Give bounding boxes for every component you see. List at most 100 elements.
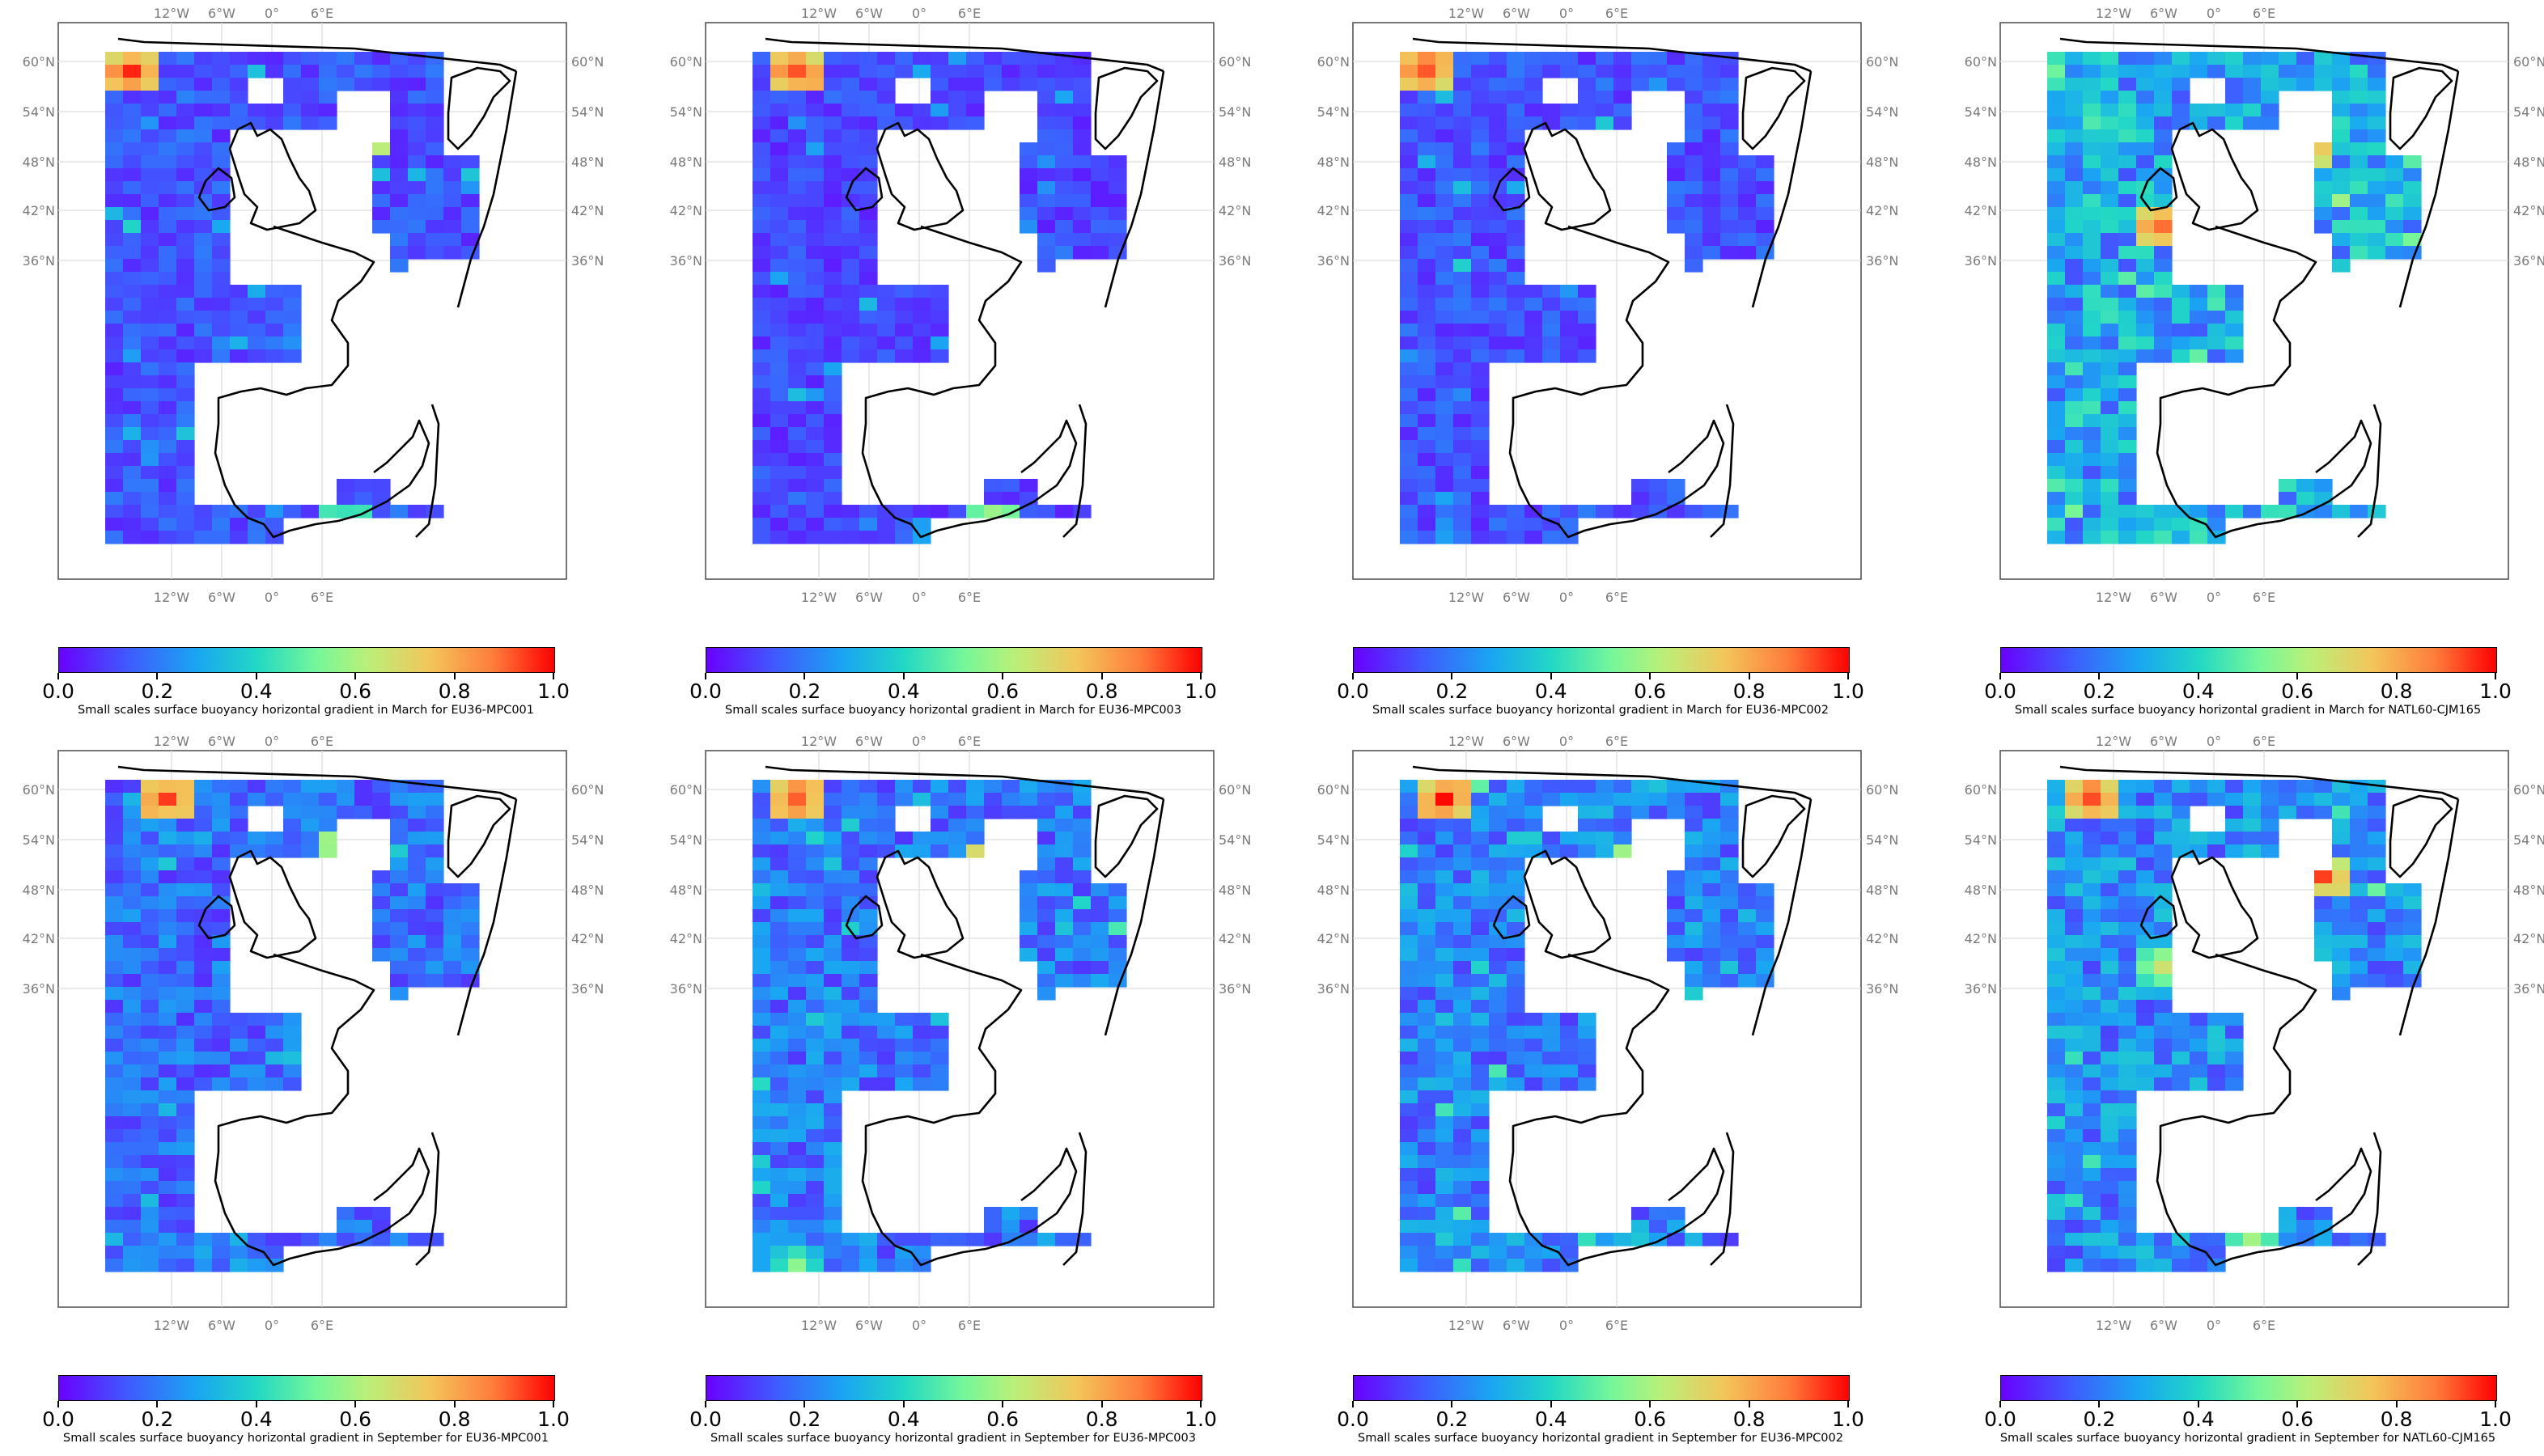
- grid-cell: [2314, 52, 2333, 66]
- lon-label: 12°W: [801, 734, 837, 749]
- lat-label: 48°N: [1866, 154, 1898, 170]
- grid-cell: [372, 181, 391, 195]
- grid-cell: [2261, 832, 2279, 845]
- grid-cell: [1400, 922, 1418, 936]
- grid-cell: [2047, 806, 2066, 819]
- grid-cell: [354, 78, 373, 91]
- grid-cell: [770, 1077, 789, 1091]
- grid-cell: [461, 194, 480, 208]
- grid-cell: [212, 883, 231, 897]
- grid-cell: [1702, 207, 1721, 221]
- grid-cell: [194, 1077, 213, 1091]
- grid-cell: [2190, 1077, 2208, 1091]
- grid-cell: [2047, 1194, 2066, 1208]
- grid-cell: [2243, 844, 2262, 858]
- grid-cell: [443, 181, 462, 195]
- grid-cell: [2279, 78, 2297, 91]
- grid-cell: [2350, 116, 2368, 130]
- grid-cell: [176, 518, 195, 531]
- grid-cell: [2136, 961, 2155, 975]
- grid-cell: [1738, 909, 1757, 923]
- grid-cell: [2332, 78, 2351, 91]
- grid-cell: [354, 1207, 373, 1221]
- grid-cell: [2083, 1181, 2101, 1195]
- grid-cell: [176, 91, 195, 104]
- grid-cell: [159, 987, 177, 1001]
- grid-cell: [1418, 220, 1436, 234]
- grid-cell: [1418, 362, 1436, 376]
- grid-cell: [319, 819, 337, 832]
- grid-cell: [1471, 1181, 1490, 1195]
- grid-cell: [842, 1246, 860, 1259]
- grid-cell: [2332, 194, 2351, 208]
- grid-cell: [770, 298, 789, 311]
- grid-cell: [1435, 1077, 1454, 1091]
- lat-label: 42°N: [670, 931, 702, 946]
- grid-cell: [176, 1194, 195, 1208]
- grid-cell: [1055, 505, 1074, 518]
- colorbar-tick: [1550, 1401, 1552, 1407]
- grid-cell: [2083, 414, 2101, 428]
- grid-cell: [141, 819, 159, 832]
- grid-cell: [408, 116, 426, 130]
- grid-cell: [2065, 806, 2084, 819]
- grid-cell: [123, 492, 142, 506]
- grid-cell: [1435, 298, 1454, 311]
- grid-cell: [176, 194, 195, 208]
- grid-cell: [895, 285, 914, 298]
- grid-cell: [2083, 375, 2101, 389]
- lat-label: 48°N: [1317, 154, 1350, 170]
- grid-cell: [1400, 1077, 1418, 1091]
- grid-cell: [2368, 168, 2386, 182]
- grid-cell: [859, 974, 878, 988]
- grid-cell: [1055, 91, 1074, 104]
- grid-cell: [141, 793, 159, 806]
- grid-cell: [2385, 246, 2404, 260]
- grid-cell: [1471, 104, 1490, 117]
- grid-cell: [337, 780, 355, 794]
- grid-cell: [390, 155, 409, 169]
- grid-cell: [2136, 518, 2155, 531]
- grid-cell: [1542, 52, 1561, 66]
- grid-cell: [2101, 298, 2119, 311]
- colorbar-tick-label: 0.6: [339, 679, 372, 703]
- grid-cell: [2154, 298, 2173, 311]
- grid-cell: [2314, 922, 2333, 936]
- lat-label: 60°N: [571, 54, 604, 70]
- grid-cell: [2083, 220, 2101, 234]
- grid-cell: [2403, 194, 2422, 208]
- colorbar-tick: [803, 1401, 806, 1407]
- grid-cell: [1685, 220, 1703, 234]
- grid-cell: [2047, 505, 2066, 518]
- grid-cell: [212, 91, 231, 104]
- grid-cell: [105, 65, 124, 78]
- grid-cell: [1002, 65, 1020, 78]
- grid-cell: [931, 52, 949, 66]
- grid-cell: [408, 91, 426, 104]
- grid-cell: [806, 427, 825, 441]
- grid-cell: [176, 987, 195, 1001]
- colorbar-caption: Small scales surface buoyancy horizontal…: [724, 704, 1182, 717]
- grid-cell: [2225, 298, 2244, 311]
- grid-cell: [390, 65, 409, 78]
- grid-cell: [1702, 194, 1721, 208]
- grid-cell: [2332, 129, 2351, 143]
- grid-cell: [1400, 492, 1418, 506]
- grid-cell: [2047, 1000, 2066, 1014]
- grid-cell: [2350, 961, 2368, 975]
- grid-cell: [2101, 466, 2119, 480]
- grid-cell: [2332, 832, 2351, 845]
- grid-cell: [123, 1181, 142, 1195]
- grid-cell: [1489, 987, 1507, 1001]
- grid-cell: [2047, 155, 2066, 169]
- colorbar-tick-label: 0.2: [788, 679, 821, 703]
- grid-cell: [2296, 52, 2315, 66]
- grid-cell: [948, 819, 967, 832]
- grid-cell: [176, 857, 195, 871]
- grid-cell: [283, 65, 302, 78]
- grid-cell: [176, 427, 195, 441]
- grid-cell: [1453, 832, 1472, 845]
- grid-cell: [1596, 793, 1614, 806]
- grid-cell: [2101, 1207, 2119, 1221]
- grid-cell: [913, 104, 931, 117]
